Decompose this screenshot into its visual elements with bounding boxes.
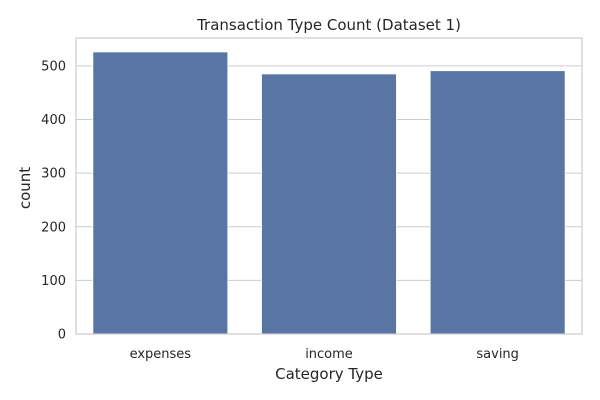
x-tick-label-saving: saving bbox=[476, 347, 519, 362]
y-axis-ticks: 0 100 200 300 400 500 bbox=[41, 59, 66, 342]
x-axis-label: Category Type bbox=[275, 365, 383, 383]
y-tick-label: 400 bbox=[41, 113, 66, 128]
bars bbox=[92, 51, 566, 335]
x-tick-label-expenses: expenses bbox=[130, 347, 192, 362]
plot-frame bbox=[75, 37, 583, 335]
y-axis-label: count bbox=[16, 167, 34, 209]
y-tick-label: 300 bbox=[41, 167, 66, 182]
x-axis-ticks: expenses income saving bbox=[130, 347, 519, 362]
y-tick-label: 0 bbox=[58, 328, 66, 343]
y-tick-label: 500 bbox=[41, 59, 66, 74]
chart-title: Transaction Type Count (Dataset 1) bbox=[196, 16, 461, 34]
bar-expenses bbox=[92, 51, 229, 335]
bar-income bbox=[261, 73, 397, 335]
x-tick-label-income: income bbox=[305, 347, 353, 362]
bar-saving bbox=[429, 70, 566, 335]
y-tick-label: 100 bbox=[41, 274, 66, 289]
y-tick-label: 200 bbox=[41, 220, 66, 235]
